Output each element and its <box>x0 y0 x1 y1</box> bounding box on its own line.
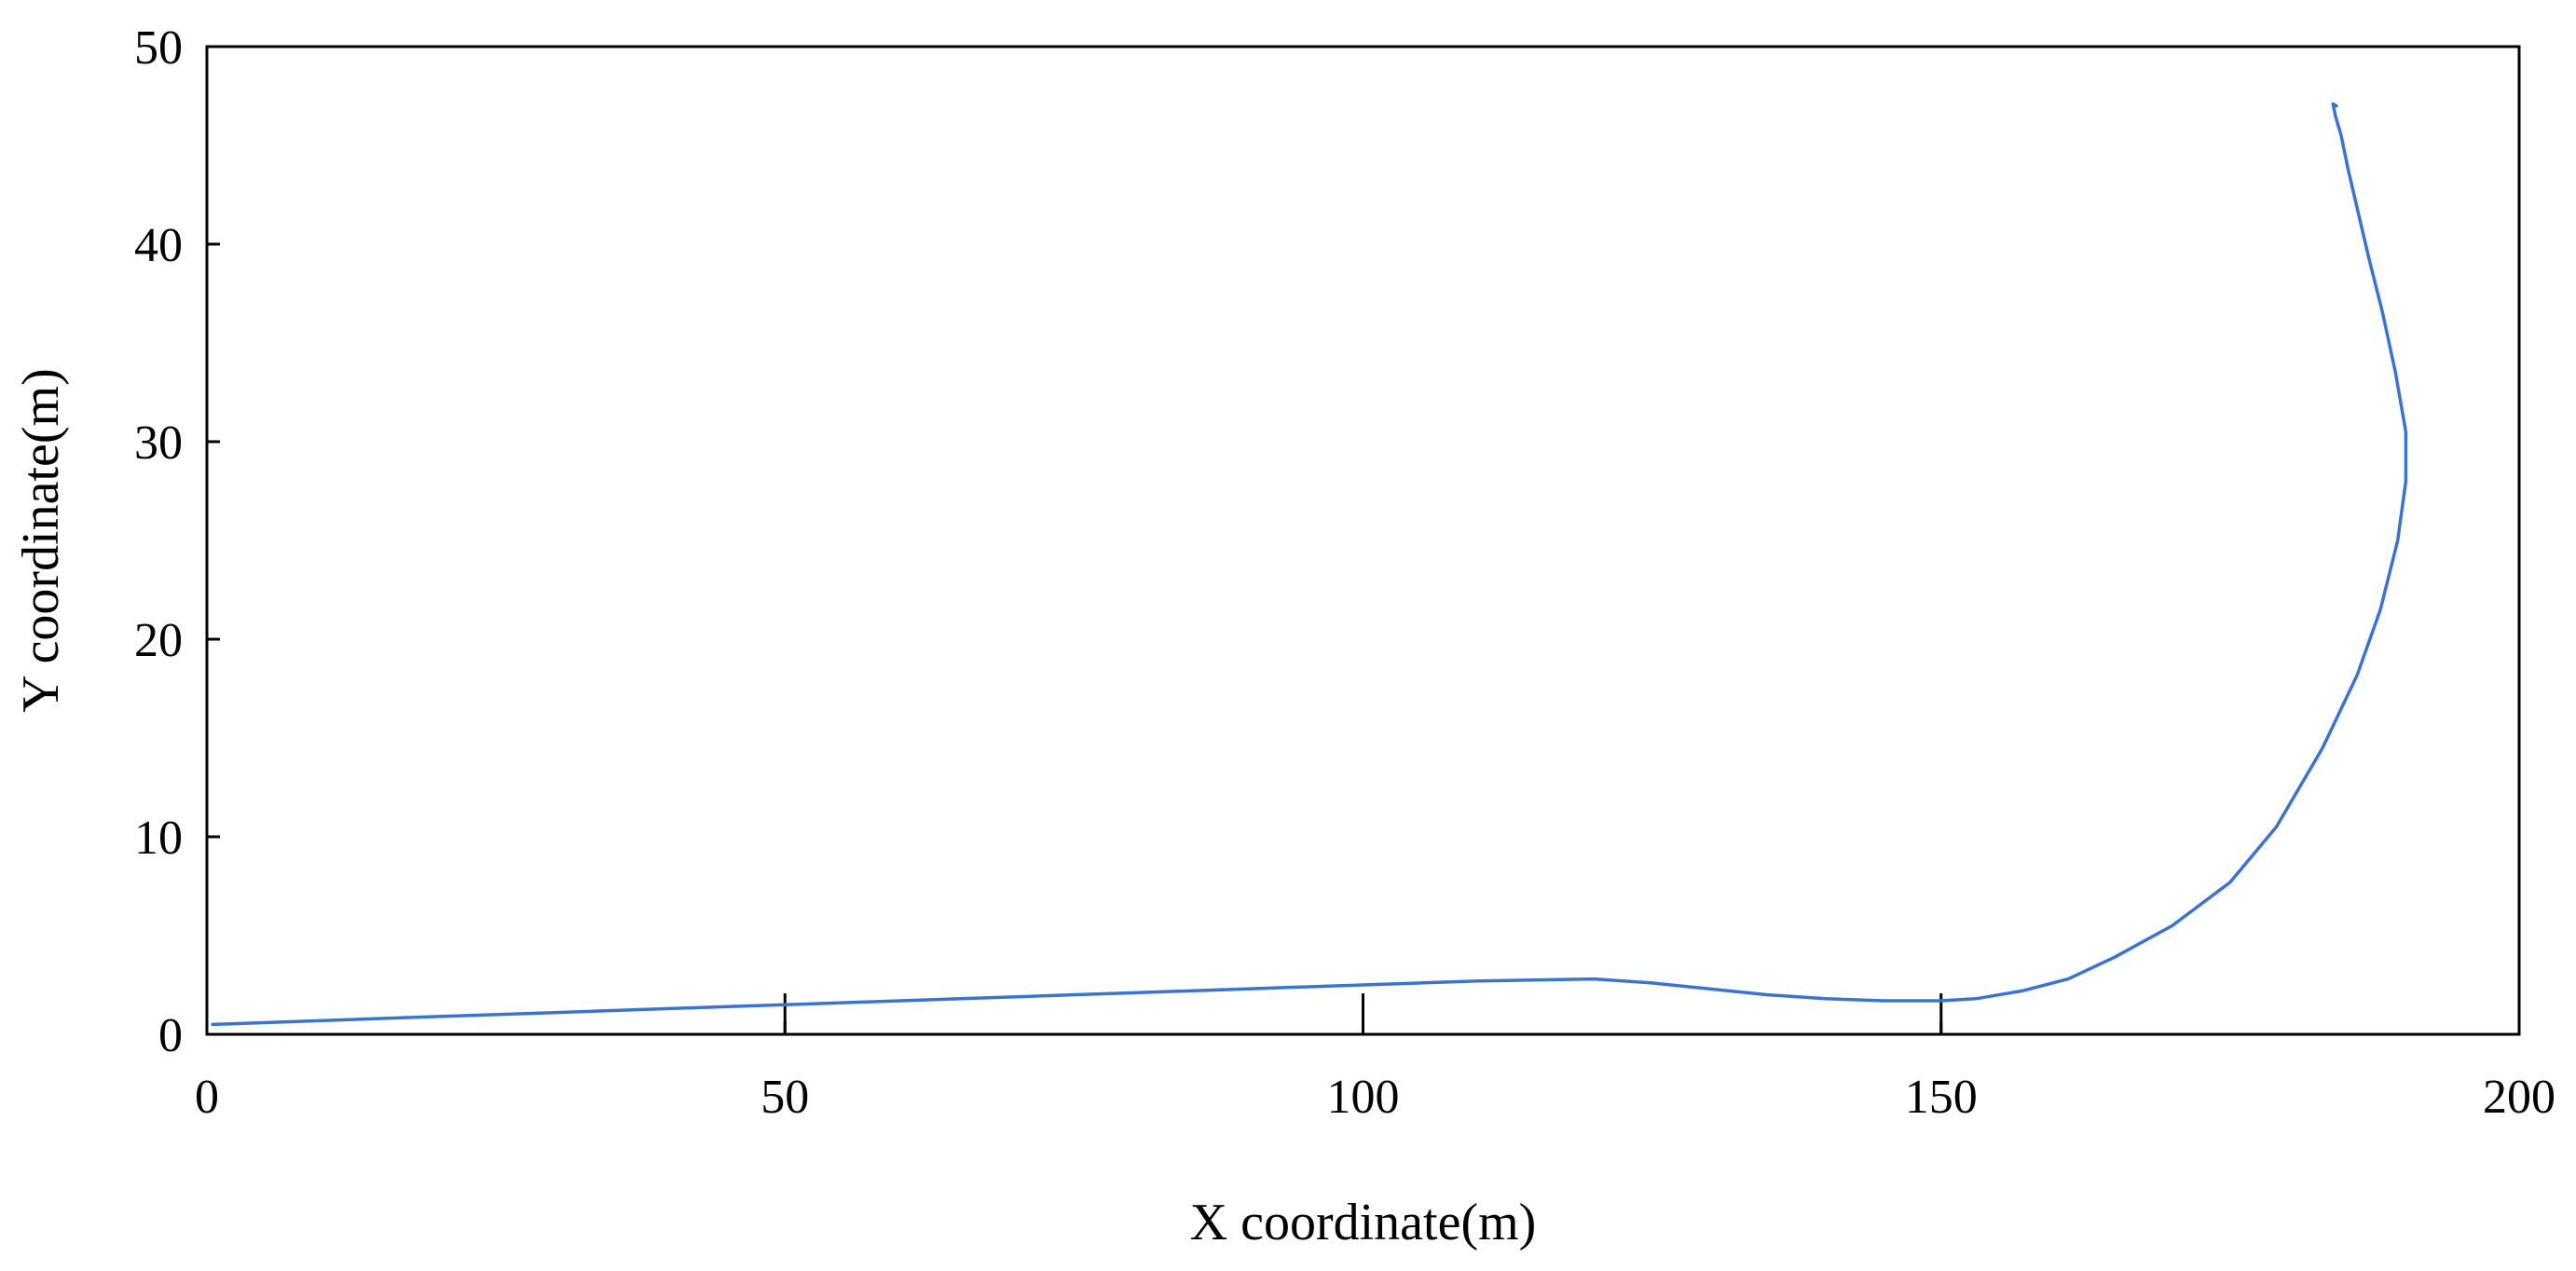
x-tick-label: 150 <box>1905 1071 1978 1124</box>
y-tick-label: 10 <box>134 812 183 865</box>
y-axis-label: Y coordinate(m) <box>12 368 70 713</box>
trajectory-line <box>211 102 2408 1027</box>
plot-area <box>205 45 2521 1036</box>
x-axis-label: X coordinate(m) <box>1190 1194 1537 1251</box>
x-tick-label: 0 <box>195 1071 219 1124</box>
y-tick-label: 40 <box>134 219 183 272</box>
y-axis-ticks: 0 10 20 30 40 50 <box>134 21 220 1062</box>
x-tick-label: 200 <box>2483 1071 2555 1124</box>
x-axis-ticks: 0 50 100 150 200 <box>195 1021 2555 1124</box>
x-tick-label: 100 <box>1327 1071 1400 1124</box>
x-tick-label: 50 <box>760 1071 809 1124</box>
y-tick-label: 0 <box>158 1009 183 1062</box>
y-tick-label: 50 <box>134 21 183 75</box>
y-tick-label: 20 <box>134 614 183 667</box>
y-tick-label: 30 <box>134 417 183 470</box>
